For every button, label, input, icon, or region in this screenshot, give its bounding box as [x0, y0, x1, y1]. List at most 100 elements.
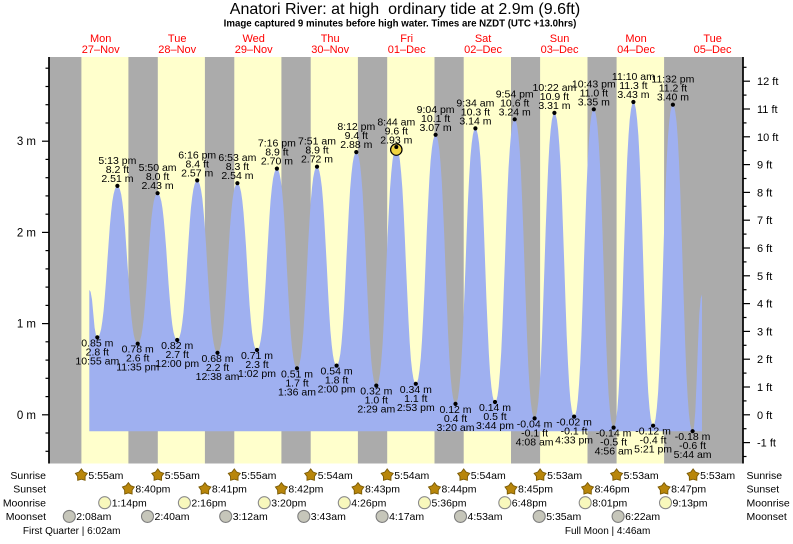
svg-text:01–Dec: 01–Dec — [388, 44, 426, 56]
svg-text:9:54 pm: 9:54 pm — [496, 88, 534, 100]
svg-text:1.8 ft: 1.8 ft — [325, 375, 348, 387]
svg-text:Sunrise: Sunrise — [10, 470, 46, 482]
svg-text:03–Dec: 03–Dec — [541, 44, 579, 56]
svg-text:11:10 am: 11:10 am — [612, 71, 655, 83]
svg-text:2.3 ft: 2.3 ft — [245, 359, 268, 371]
svg-text:5:21 pm: 5:21 pm — [634, 444, 672, 456]
svg-text:1:14pm: 1:14pm — [112, 498, 147, 510]
svg-text:12:00 pm: 12:00 pm — [155, 358, 199, 370]
svg-text:0.34 m: 0.34 m — [400, 384, 432, 396]
svg-text:10.9 ft: 10.9 ft — [540, 91, 569, 103]
svg-text:Sun: Sun — [550, 33, 570, 45]
svg-text:2.57 m: 2.57 m — [181, 167, 213, 179]
svg-text:10:55 am: 10:55 am — [75, 355, 119, 367]
svg-text:0.68 m: 0.68 m — [201, 353, 233, 365]
svg-text:11:32 pm: 11:32 pm — [651, 74, 694, 86]
svg-text:2:08am: 2:08am — [76, 511, 111, 523]
svg-text:Moonrise: Moonrise — [3, 498, 46, 510]
svg-text:3.24 m: 3.24 m — [499, 106, 531, 118]
svg-text:1 m: 1 m — [17, 319, 36, 331]
svg-text:0 m: 0 m — [17, 410, 36, 422]
svg-text:4:56 am: 4:56 am — [595, 446, 633, 458]
svg-text:0.32 m: 0.32 m — [360, 386, 392, 398]
svg-text:3:43am: 3:43am — [311, 511, 346, 523]
svg-text:27–Nov: 27–Nov — [82, 44, 120, 56]
svg-text:2 m: 2 m — [17, 227, 36, 239]
svg-text:10:43 pm: 10:43 pm — [572, 78, 616, 90]
svg-text:Moonrise: Moonrise — [747, 498, 790, 510]
svg-text:-0.6 ft: -0.6 ft — [679, 440, 706, 452]
svg-text:0.4 ft: 0.4 ft — [444, 413, 467, 425]
svg-text:8 ft: 8 ft — [757, 187, 772, 199]
svg-text:2.8 ft: 2.8 ft — [86, 346, 109, 358]
svg-text:8.0 ft: 8.0 ft — [146, 171, 169, 183]
svg-text:3.07 m: 3.07 m — [420, 122, 452, 134]
svg-text:9:34 am: 9:34 am — [456, 97, 494, 109]
svg-text:7 ft: 7 ft — [757, 215, 772, 227]
svg-text:5:13 pm: 5:13 pm — [98, 155, 136, 167]
svg-text:-0.1 ft: -0.1 ft — [561, 426, 588, 438]
svg-text:Thu: Thu — [321, 33, 340, 45]
svg-text:0.5 ft: 0.5 ft — [483, 411, 506, 423]
svg-text:1.7 ft: 1.7 ft — [285, 377, 308, 389]
svg-text:3.35 m: 3.35 m — [578, 96, 610, 108]
svg-text:First Quarter | 6:02am: First Quarter | 6:02am — [23, 526, 121, 537]
svg-text:5:53am: 5:53am — [624, 470, 659, 482]
svg-text:-0.12 m: -0.12 m — [635, 426, 671, 438]
svg-text:3.14 m: 3.14 m — [459, 115, 491, 127]
svg-text:8.9 ft: 8.9 ft — [265, 147, 288, 159]
svg-text:3 ft: 3 ft — [757, 326, 772, 338]
svg-text:2:53 pm: 2:53 pm — [397, 402, 435, 414]
svg-text:30–Nov: 30–Nov — [311, 44, 349, 56]
svg-text:5:55am: 5:55am — [88, 470, 123, 482]
svg-text:5:54am: 5:54am — [471, 470, 506, 482]
svg-text:5:53am: 5:53am — [700, 470, 735, 482]
svg-text:5:55am: 5:55am — [165, 470, 200, 482]
svg-text:9.6 ft: 9.6 ft — [385, 126, 408, 138]
svg-text:4:08 am: 4:08 am — [516, 436, 554, 448]
svg-text:0 ft: 0 ft — [757, 410, 772, 422]
svg-text:5:54am: 5:54am — [394, 470, 429, 482]
svg-text:02–Dec: 02–Dec — [464, 44, 502, 56]
svg-text:0.54 m: 0.54 m — [321, 366, 353, 378]
svg-text:11.0 ft: 11.0 ft — [580, 87, 608, 99]
svg-text:3.40 m: 3.40 m — [657, 92, 689, 104]
svg-text:Image captured 9 minutes befor: Image captured 9 minutes before high wat… — [224, 19, 577, 30]
svg-text:0.12 m: 0.12 m — [439, 404, 471, 416]
svg-text:-1 ft: -1 ft — [757, 438, 776, 450]
svg-text:6:22am: 6:22am — [625, 511, 660, 523]
svg-text:8:47pm: 8:47pm — [671, 484, 706, 496]
svg-text:8:12 pm: 8:12 pm — [337, 121, 375, 133]
svg-text:Wed: Wed — [242, 33, 264, 45]
svg-text:6:48pm: 6:48pm — [512, 498, 547, 510]
svg-text:12 ft: 12 ft — [757, 76, 778, 88]
svg-text:05–Dec: 05–Dec — [694, 44, 732, 56]
svg-text:Sunset: Sunset — [13, 484, 46, 496]
svg-text:Sunrise: Sunrise — [747, 470, 783, 482]
svg-text:4:17am: 4:17am — [389, 511, 424, 523]
svg-text:04–Dec: 04–Dec — [617, 44, 655, 56]
svg-text:9:04 pm: 9:04 pm — [417, 104, 455, 116]
svg-text:1:02 pm: 1:02 pm — [238, 368, 276, 380]
svg-text:3 m: 3 m — [17, 136, 36, 148]
svg-text:Tue: Tue — [703, 33, 722, 45]
svg-text:3:12am: 3:12am — [233, 511, 268, 523]
svg-text:1:36 am: 1:36 am — [278, 386, 316, 398]
svg-text:3.31 m: 3.31 m — [538, 100, 570, 112]
svg-text:29–Nov: 29–Nov — [235, 44, 273, 56]
svg-text:8.9 ft: 8.9 ft — [305, 145, 328, 157]
svg-text:-0.4 ft: -0.4 ft — [640, 435, 667, 447]
svg-text:9 ft: 9 ft — [757, 160, 772, 172]
svg-text:2:16pm: 2:16pm — [191, 498, 226, 510]
svg-text:10:22 am: 10:22 am — [533, 82, 577, 94]
svg-text:5:50 am: 5:50 am — [139, 162, 177, 174]
svg-text:3.43 m: 3.43 m — [617, 89, 649, 101]
svg-text:2.43 m: 2.43 m — [142, 180, 174, 192]
svg-text:8:41pm: 8:41pm — [212, 484, 247, 496]
svg-text:Full Moon | 4:46am: Full Moon | 4:46am — [565, 526, 650, 537]
svg-text:10.1 ft: 10.1 ft — [421, 113, 450, 125]
svg-text:-0.14 m: -0.14 m — [596, 428, 632, 440]
svg-text:11.2 ft: 11.2 ft — [659, 83, 687, 95]
svg-text:4:53am: 4:53am — [468, 511, 503, 523]
svg-text:2.88 m: 2.88 m — [340, 139, 372, 151]
